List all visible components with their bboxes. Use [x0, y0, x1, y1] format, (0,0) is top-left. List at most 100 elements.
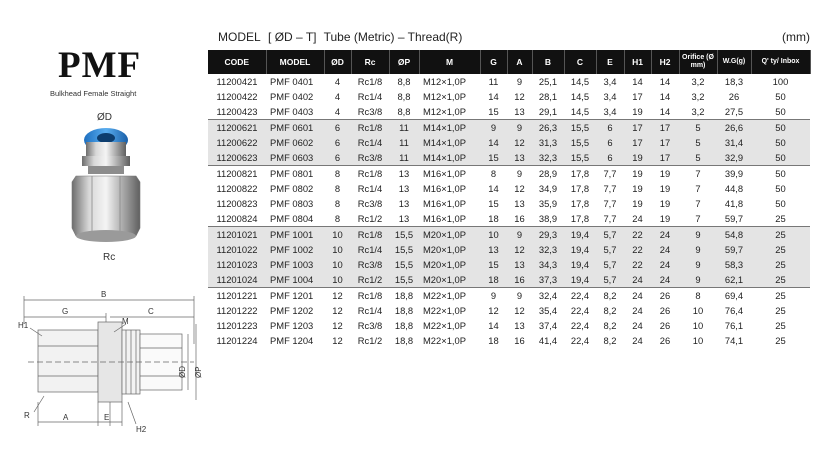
table-cell: M20×1,0P [419, 226, 480, 242]
table-cell: 8,8 [397, 106, 411, 117]
table-cell: 18 [488, 213, 499, 224]
column-header: H2 [651, 50, 680, 74]
table-cell: 7 [695, 198, 701, 209]
table-cell: 9 [679, 272, 717, 288]
table-cell: PMF 0603 [266, 150, 324, 166]
table-cell: 19,4 [564, 272, 596, 288]
table-cell: 5 [679, 119, 717, 135]
table-cell: 15,5 [564, 135, 596, 150]
table-cell: 24 [632, 213, 643, 224]
table-cell: 8,2 [603, 335, 617, 346]
table-cell: 14,5 [570, 91, 590, 102]
table-cell: 13 [514, 198, 525, 209]
table-cell: 37,4 [538, 320, 558, 331]
spec-table-header: CODE MODEL ØD Rc ØP M G A B C E H1 H2 Orifice (Ø mm) W… [208, 50, 811, 74]
dimension-drawing: B G C H1 M A E R H2 ØD ØP [18, 290, 203, 434]
table-cell: 5,7 [596, 226, 624, 242]
table-cell: 15,5 [564, 150, 596, 166]
table-cell: 16 [514, 213, 525, 224]
table-cell: M20×1,0P [419, 272, 480, 288]
table-cell: 59,7 [724, 213, 744, 224]
table-cell: 24 [632, 335, 643, 346]
table-cell: 26 [728, 91, 740, 102]
table-cell: 8,2 [603, 305, 617, 316]
column-header: A [507, 50, 533, 74]
table-cell: 25 [775, 335, 786, 346]
table-cell: Rc1/8 [351, 119, 389, 135]
table-row: 11200822 PMF 0802 8 Rc1/4 13 M16×1,0P 14 12 34,9… [208, 181, 810, 196]
table-cell: 17 [651, 150, 679, 166]
table-cell: 11201022 [208, 242, 266, 257]
table-cell: 17,8 [570, 183, 590, 194]
table-cell: 4 [334, 91, 341, 102]
table-cell: 13 [398, 213, 410, 224]
table-cell: 7,7 [603, 213, 617, 224]
table-cell: PMF 0802 [270, 183, 314, 194]
thread-rc-label: Rc [103, 252, 116, 263]
table-cell: 39,9 [717, 165, 751, 181]
table-cell: 8,2 [603, 320, 617, 331]
table-cell: 8,8 [397, 76, 411, 87]
table-cell: 7,7 [603, 198, 617, 209]
table-cell: 3,4 [603, 76, 617, 87]
table-cell: 11201023 [208, 257, 266, 272]
table-cell: 3,2 [691, 106, 705, 117]
title-model-spec: [ ØD – T] [268, 30, 317, 44]
table-cell: 16 [514, 335, 525, 346]
table-cell: 14 [659, 76, 671, 87]
spec-table: CODE MODEL ØD Rc ØP M G A B C E H1 H2 Orifice (Ø mm) W… [208, 50, 811, 348]
column-header: C [564, 50, 597, 74]
table-cell: M22×1,0P [423, 305, 466, 316]
table-cell: Rc3/8 [357, 198, 383, 209]
table-cell: 8 [334, 213, 341, 224]
table-cell: 10 [692, 320, 704, 331]
table-cell: PMF 0401 [270, 76, 314, 87]
table-cell: 50 [751, 165, 810, 181]
table-cell: 9 [480, 287, 507, 303]
table-cell: 19 [651, 165, 679, 181]
table-cell: Rc3/8 [357, 320, 383, 331]
table-cell: 11 [488, 76, 499, 87]
table-cell: 12 [514, 91, 525, 102]
column-header: ØP [389, 50, 420, 74]
table-cell: 15 [480, 257, 507, 272]
table-cell: PMF 1003 [266, 257, 324, 272]
dim-label-h1: H1 [18, 321, 29, 330]
table-cell: PMF 1204 [270, 335, 314, 346]
table-cell: M16×1,0P [423, 183, 466, 194]
table-cell: 8 [324, 165, 351, 181]
column-header: H1 [624, 50, 652, 74]
table-cell: 25 [775, 213, 786, 224]
dim-label-a: A [63, 413, 69, 422]
table-cell: 10 [324, 257, 351, 272]
table-cell: 6 [324, 150, 351, 166]
table-cell: M16×1,0P [423, 198, 466, 209]
table-cell: 22 [624, 226, 651, 242]
table-cell: 26,6 [717, 119, 751, 135]
table-row: 11200823 PMF 0803 8 Rc3/8 13 M16×1,0P 15 13 35,9… [208, 196, 810, 211]
table-cell: 7 [695, 213, 701, 224]
table-cell: 4 [334, 106, 341, 117]
table-cell: 15 [488, 198, 499, 209]
table-cell: 19 [632, 183, 643, 194]
table-cell: 14 [488, 91, 499, 102]
table-cell: M22×1,0P [423, 335, 466, 346]
column-header: E [596, 50, 625, 74]
table-cell: 22,4 [570, 320, 590, 331]
table-cell: 26 [659, 320, 671, 331]
table-cell: 15,5 [389, 226, 419, 242]
table-cell: 6 [596, 150, 624, 166]
table-cell: 9 [480, 119, 507, 135]
table-cell: 6 [324, 119, 351, 135]
table-cell: 11 [389, 135, 419, 150]
table-cell: 76,4 [724, 305, 744, 316]
table-cell: 13 [507, 150, 532, 166]
table-cell: 29,3 [532, 226, 564, 242]
table-cell: 4 [334, 76, 341, 87]
table-cell: PMF 1002 [266, 242, 324, 257]
table-cell: PMF 0601 [266, 119, 324, 135]
table-cell: 22,4 [570, 305, 590, 316]
table-cell: Rc1/2 [357, 335, 383, 346]
table-cell: M14×1,0P [419, 135, 480, 150]
table-cell: 19 [659, 198, 671, 209]
